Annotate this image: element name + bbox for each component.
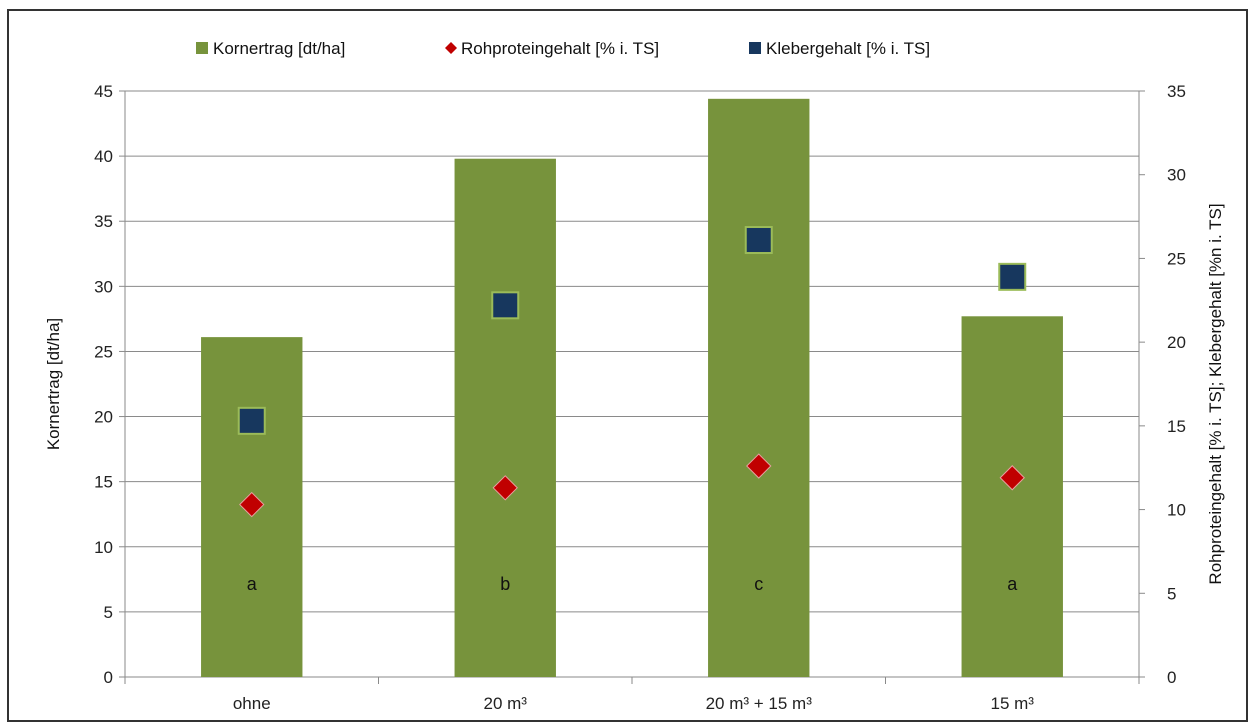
right-axis-tick-label: 30 [1167,166,1186,185]
left-axis-tick-label: 45 [94,82,113,101]
right-axis-tick-label: 5 [1167,584,1176,603]
legend-item-rohprotein: Rohproteingehalt [% i. TS] [445,39,659,58]
legend-swatch-rohprotein [445,42,457,54]
left-axis-tick-label: 0 [104,668,113,687]
right-axis-tick-label: 35 [1167,82,1186,101]
left-axis-tick-label: 5 [104,603,113,622]
x-axis-category-label: 20 m³ + 15 m³ [706,694,813,713]
bars [201,98,1063,677]
marker-rohprotein [999,465,1025,491]
right-axis-tick-label: 0 [1167,668,1176,687]
legend-item-kleber: Klebergehalt [% i. TS] [749,39,930,58]
legend-swatch-kleber [749,42,761,54]
legend: Kornertrag [dt/ha] Rohproteingehalt [% i… [196,39,930,58]
bar-kornertrag [454,158,556,677]
marker-kleber [237,406,266,435]
x-axis-category-label: ohne [233,694,271,713]
marker-kleber [744,226,773,255]
marker-kleber [998,262,1027,291]
left-axis-tick-label: 25 [94,342,113,361]
bar-kornertrag [961,316,1063,677]
marker-rohprotein [492,475,518,501]
legend-label-kleber: Klebergehalt [% i. TS] [766,39,930,58]
marker-rohprotein [239,491,265,518]
x-axis-category-label: 20 m³ [484,694,528,713]
right-axis-tick-label: 25 [1167,249,1186,268]
left-axis-tick-label: 15 [94,473,113,492]
marker-rohprotein [746,453,772,479]
markers [237,226,1027,518]
legend-swatch-kornertrag [196,42,208,54]
right-axis-tick-label: 20 [1167,333,1186,352]
legend-label-rohprotein: Rohproteingehalt [% i. TS] [461,39,659,58]
chart-svg: a b c a 0 5 10 15 20 25 30 35 40 45 0 5 10 15 20 25 30 35 ohn… [44,39,1225,713]
y-axis-title: Kornertrag [dt/ha] [44,318,63,450]
x-axis-category-label: 15 m³ [991,694,1035,713]
significance-letter: b [500,574,510,594]
tick-labels: 0 5 10 15 20 25 30 35 40 45 0 5 10 15 20 25 30 35 ohne 20 m… [94,82,1186,713]
bar-kornertrag [708,98,810,677]
significance-letter: c [754,574,763,594]
right-axis-tick-label: 15 [1167,417,1186,436]
left-axis-tick-label: 40 [94,147,113,166]
left-axis-tick-label: 30 [94,277,113,296]
left-axis-tick-label: 20 [94,408,113,427]
significance-letter: a [247,574,258,594]
right-axis-tick-label: 10 [1167,501,1186,520]
y2-axis-title: Rohproteingehalt [% i. TS]; Klebergehalt… [1206,203,1225,584]
legend-item-kornertrag: Kornertrag [dt/ha] [196,39,345,58]
left-axis-tick-label: 35 [94,212,113,231]
significance-letter: a [1007,574,1018,594]
marker-kleber [491,291,520,320]
chart-frame: a b c a 0 5 10 15 20 25 30 35 40 45 0 5 10 15 20 25 30 35 ohn… [7,9,1248,722]
left-axis-tick-label: 10 [94,538,113,557]
legend-label-kornertrag: Kornertrag [dt/ha] [213,39,345,58]
